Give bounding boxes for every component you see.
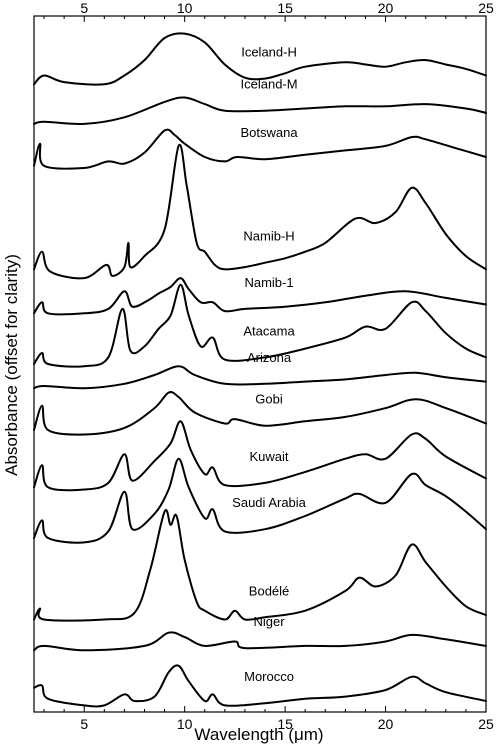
series-label: Arizona — [247, 350, 292, 365]
series-label: Gobi — [255, 392, 283, 407]
spectrum-line — [33, 128, 487, 170]
spectrum-line — [33, 143, 487, 280]
y-axis-title: Absorbance (offset for clarity) — [2, 254, 21, 476]
x-tick-label-bottom: 10 — [177, 716, 193, 732]
spectrum-line — [33, 664, 487, 708]
x-tick-label-bottom: 25 — [478, 716, 494, 732]
spectrum-line — [33, 96, 487, 126]
spectrum-line — [33, 32, 487, 86]
series-label: Botswana — [240, 125, 298, 140]
spectrum-line — [33, 509, 487, 622]
x-tick-label-top: 20 — [378, 0, 394, 16]
x-tick-label-bottom: 5 — [80, 716, 88, 732]
series-label: Morocco — [244, 669, 294, 684]
spectrum-line — [33, 277, 487, 316]
spectrum-line — [33, 365, 487, 390]
spectrum-line — [33, 391, 487, 436]
x-tick-label-bottom: 20 — [378, 716, 394, 732]
spectrum-line — [33, 631, 487, 652]
series-label: Namib-H — [243, 229, 294, 244]
x-tick-label-top: 25 — [478, 0, 494, 16]
spectrum-line — [33, 283, 487, 368]
series-label: Niger — [254, 614, 286, 629]
spectrum-line — [33, 420, 487, 492]
x-tick-label-bottom: 15 — [277, 716, 293, 732]
series-label: Saudi Arabia — [232, 495, 306, 510]
series-label: Iceland-M — [241, 77, 298, 92]
series-label: Bodélé — [249, 583, 289, 598]
series-label: Iceland-H — [241, 45, 297, 60]
series-label: Atacama — [243, 323, 295, 338]
x-tick-label-top: 10 — [177, 0, 193, 16]
x-tick-label-top: 5 — [80, 0, 88, 16]
spectrum-line — [33, 457, 487, 544]
series-label: Namib-1 — [244, 275, 293, 290]
series-label: Kuwait — [250, 449, 289, 464]
x-tick-label-top: 15 — [277, 0, 293, 16]
x-axis-title: Wavelength (μm) — [194, 725, 323, 744]
